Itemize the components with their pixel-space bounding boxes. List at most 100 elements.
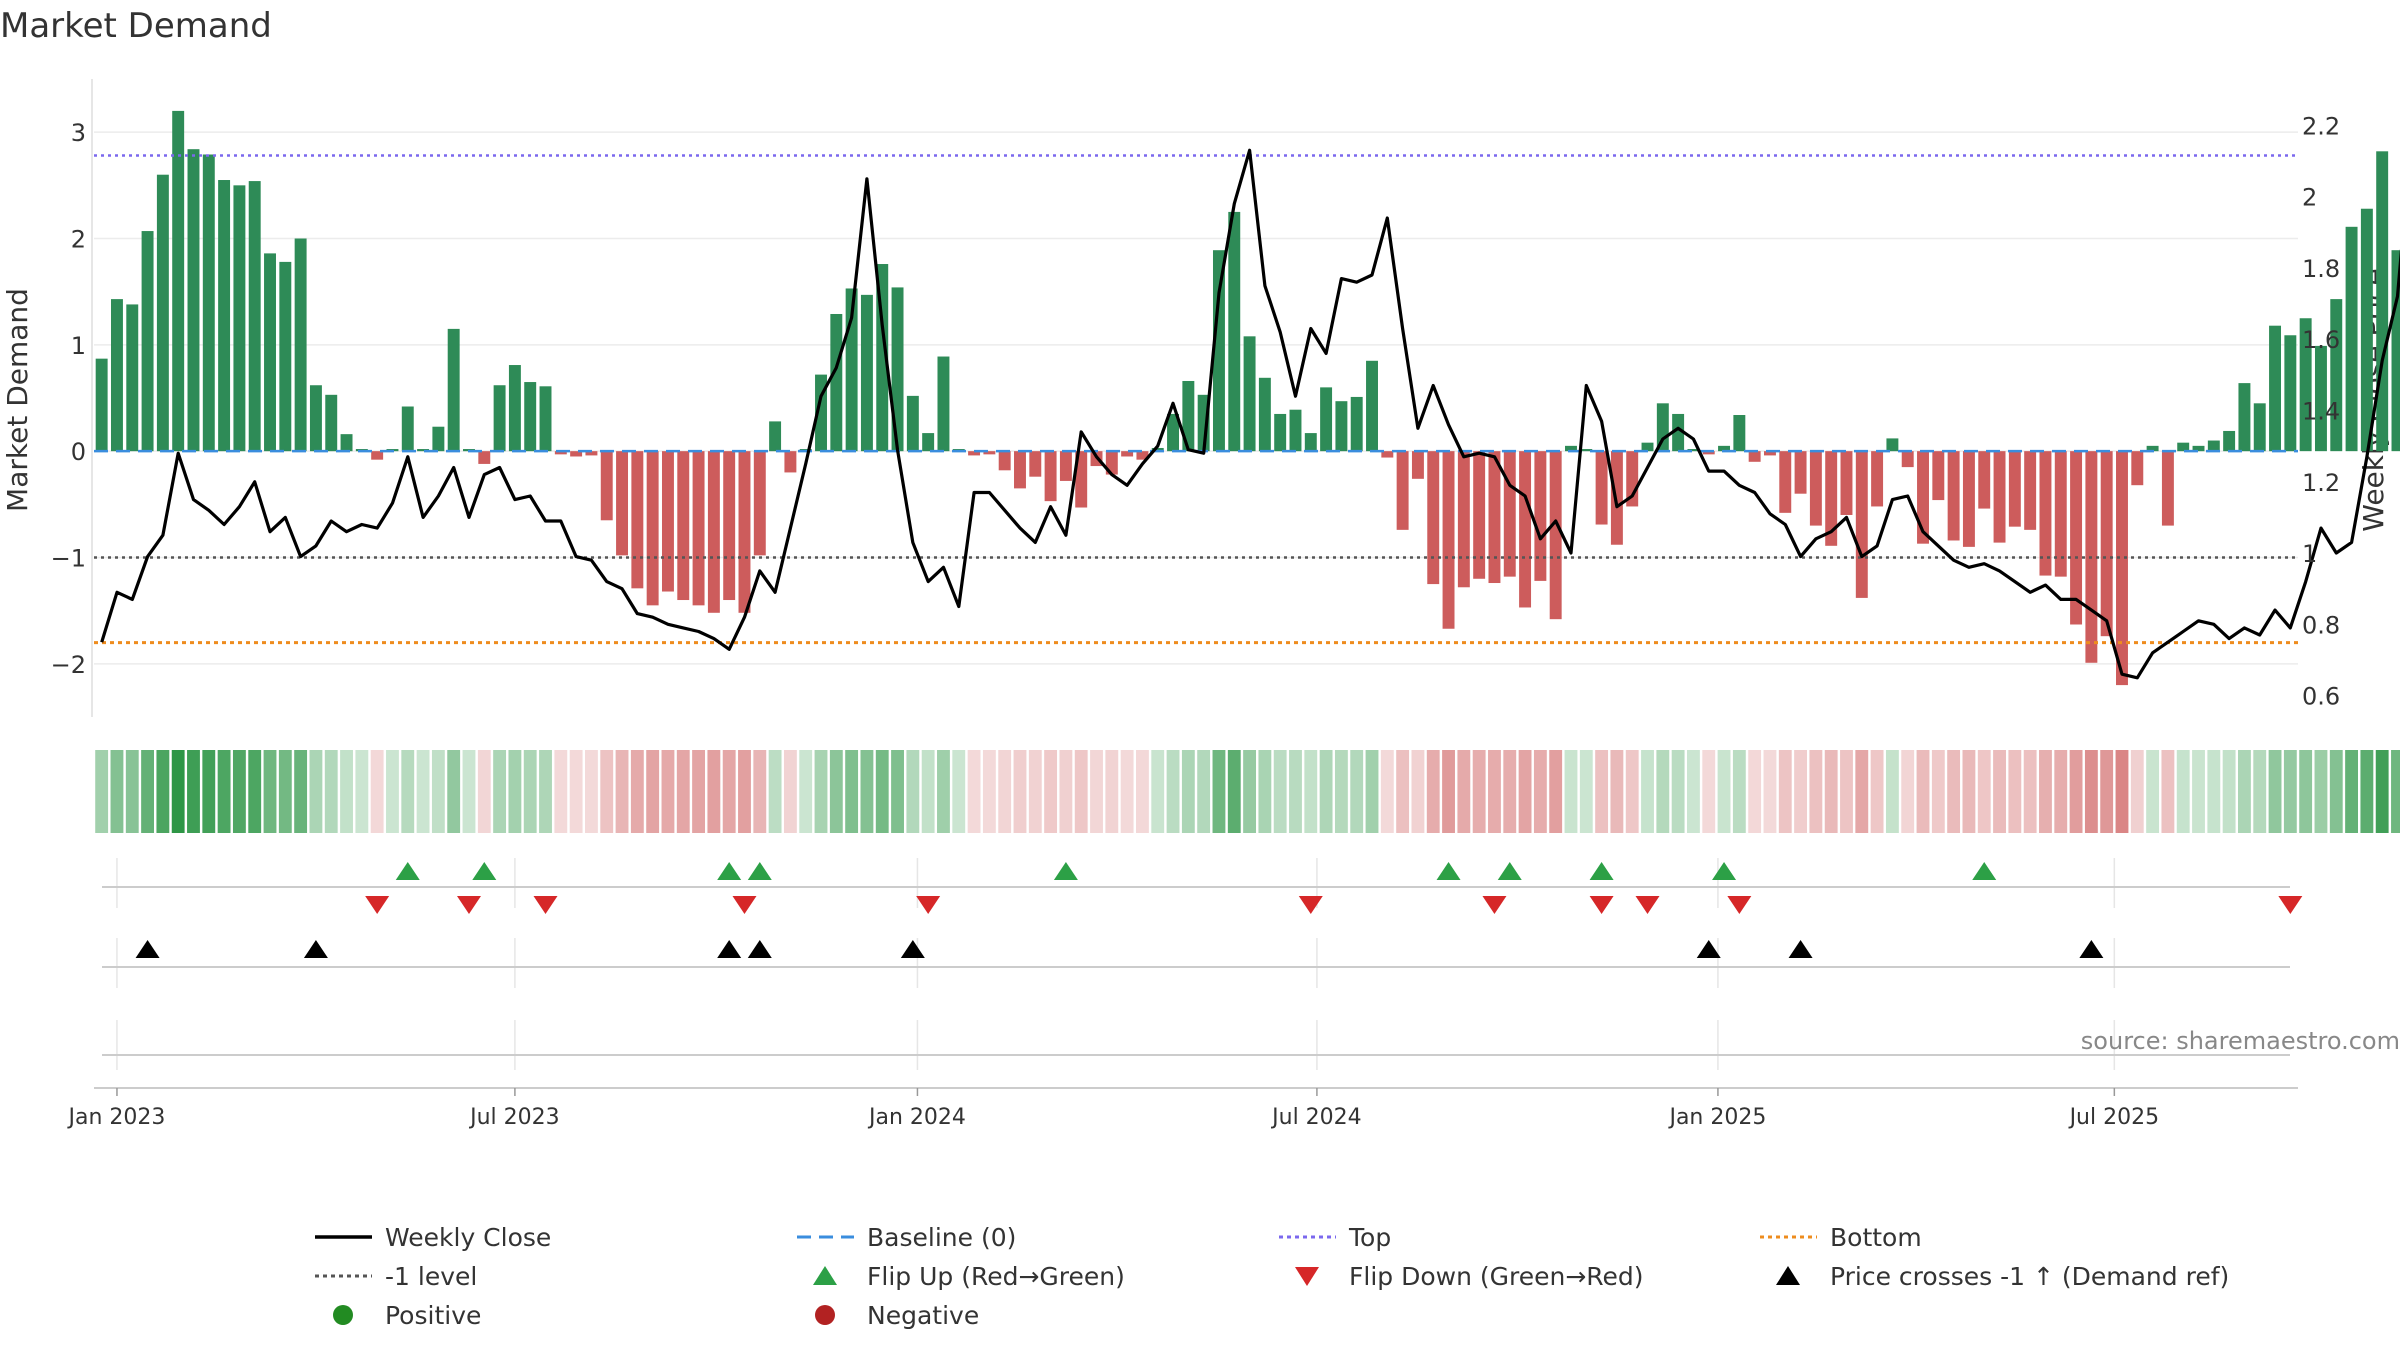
- heat-cell: [1304, 750, 1318, 833]
- heat-cell: [1411, 750, 1425, 833]
- x-axis-ticks: Jan 2023 Jul 2023 Jan 2024 Jul 2024 Jan 2025…: [67, 1087, 2298, 1130]
- legend-label: Weekly Close: [385, 1223, 551, 1252]
- axes: 3 2 1 0 −1 −2 2.2 2 1.8 1.6 1.4 1.2 1 0.8 0.6: [51, 79, 2340, 717]
- heat-cell: [738, 750, 751, 833]
- heat-cell: [1885, 750, 1899, 833]
- heat-cell: [2329, 750, 2343, 833]
- heat-cell: [232, 750, 246, 833]
- heat-cell: [860, 750, 874, 833]
- demand-bar-negative: [1014, 451, 1026, 489]
- demand-bar-positive: [1672, 413, 1685, 452]
- demand-bar-negative: [646, 451, 659, 606]
- demand-bar-positive: [2192, 445, 2205, 452]
- heat-cell: [1105, 750, 1119, 833]
- demand-bar-negative: [1901, 451, 1914, 468]
- y2-tick-label: 1.2: [2302, 469, 2340, 497]
- heat-cell: [1151, 750, 1165, 833]
- heat-cell: [1319, 750, 1333, 833]
- demand-bar-negative: [738, 451, 751, 613]
- legend-label: Price crosses -1 ↑ (Demand ref): [1830, 1262, 2229, 1291]
- demand-bar-positive: [2345, 226, 2358, 452]
- demand-bar-negative: [1442, 451, 1455, 629]
- demand-bar-positive: [539, 386, 552, 452]
- y2-tick-label: 1: [2302, 540, 2317, 568]
- heat-cell: [1778, 750, 1792, 833]
- heat-cell: [493, 750, 507, 833]
- heat-cell: [1258, 750, 1272, 833]
- demand-bar-positive: [110, 299, 123, 452]
- heat-cell: [2100, 750, 2114, 833]
- heat-cell: [1365, 750, 1379, 833]
- heat-cell: [2176, 750, 2190, 833]
- flip-up-marker: [1589, 862, 1614, 880]
- reference-lines: [94, 154, 2298, 645]
- demand-bar-positive: [95, 358, 108, 452]
- heat-cell: [1227, 750, 1241, 833]
- heat-cell: [1013, 750, 1027, 833]
- demand-bar-negative: [1029, 451, 1042, 477]
- x-tick-label: Jul 2023: [468, 1105, 560, 1130]
- demand-bar-positive: [906, 395, 919, 452]
- heat-cell: [477, 750, 491, 833]
- demand-bar-positive: [1274, 413, 1287, 452]
- heat-cell: [1059, 750, 1073, 833]
- y-tick-label: 3: [71, 119, 86, 147]
- heat-cell: [2054, 750, 2068, 833]
- heat-cell: [340, 750, 353, 833]
- demand-bar-positive: [141, 231, 154, 452]
- demand-bar-positive: [447, 328, 460, 452]
- demand-bar-positive: [2299, 318, 2312, 452]
- heat-cell: [1610, 750, 1624, 833]
- demand-bar-negative: [1503, 451, 1516, 577]
- heat-cell: [1289, 750, 1302, 833]
- flip-up-marker: [395, 862, 420, 880]
- heat-cell: [1579, 750, 1593, 833]
- heat-cell: [1870, 750, 1884, 833]
- demand-bar-positive: [1687, 449, 1700, 452]
- demand-bar-negative: [1993, 451, 2006, 543]
- heat-cell: [2023, 750, 2037, 833]
- heat-cell: [2314, 750, 2328, 833]
- heat-cell: [1855, 750, 1869, 833]
- heat-cell: [217, 750, 231, 833]
- source-note: source: sharemaestro.com: [2081, 1027, 2400, 1055]
- demand-bar-positive: [1182, 380, 1195, 452]
- demand-bar-negative: [983, 451, 996, 455]
- flip-up-marker: [1712, 862, 1737, 880]
- heat-cell: [1166, 750, 1180, 833]
- demand-bar-positive: [2253, 403, 2266, 452]
- flip-up-marker: [1972, 862, 1997, 880]
- demand-bar-negative: [2070, 451, 2083, 625]
- heat-cell: [554, 750, 568, 833]
- flip-down-marker: [533, 896, 558, 914]
- heat-cell: [1687, 750, 1700, 833]
- demand-bar-negative: [2131, 451, 2144, 486]
- demand-bar-negative: [1978, 451, 1991, 509]
- heat-cell: [615, 750, 629, 833]
- price-cross-marker: [747, 940, 772, 958]
- heat-cell: [324, 750, 338, 833]
- heat-cell: [2299, 750, 2313, 833]
- demand-bar-positive: [830, 313, 843, 452]
- demand-bar-negative: [2116, 451, 2128, 686]
- legend-label: Negative: [867, 1301, 979, 1330]
- heat-cell: [309, 750, 323, 833]
- x-tick-label: Jan 2023: [67, 1105, 166, 1130]
- legend-swatch: [815, 1305, 835, 1325]
- heat-cell: [753, 750, 767, 833]
- heat-cell: [676, 750, 690, 833]
- flip-down-marker: [456, 896, 481, 914]
- demand-bar-negative: [554, 451, 567, 455]
- demand-bar-positive: [401, 406, 414, 452]
- heat-cell: [2391, 750, 2400, 833]
- legend-swatch: [1776, 1266, 1800, 1285]
- y-tick-label: 1: [71, 332, 86, 360]
- heat-cell: [1947, 750, 1961, 833]
- demand-bar-negative: [723, 451, 736, 601]
- demand-bar-positive: [815, 374, 827, 452]
- demand-bar-negative: [2039, 451, 2052, 576]
- heat-cell: [1625, 750, 1639, 833]
- legend-swatch: [333, 1305, 353, 1325]
- demand-bar-negative: [968, 451, 981, 456]
